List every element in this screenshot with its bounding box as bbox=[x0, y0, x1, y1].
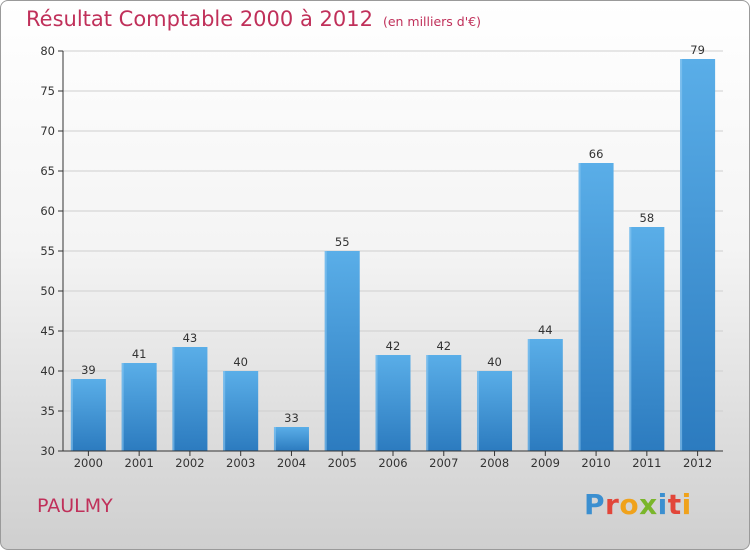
bar-highlight-2000 bbox=[70, 379, 73, 451]
logo-letter: i bbox=[657, 488, 668, 521]
bar-value-label-2004: 33 bbox=[284, 411, 299, 425]
y-tick-label-80: 80 bbox=[40, 44, 55, 58]
bar-2012 bbox=[680, 59, 716, 451]
bar-value-label-2001: 41 bbox=[132, 347, 147, 361]
bar-value-label-2006: 42 bbox=[386, 339, 401, 353]
bar-value-label-2007: 42 bbox=[436, 339, 451, 353]
x-tick-label-2004: 2004 bbox=[277, 456, 306, 470]
bar-2003 bbox=[223, 371, 259, 451]
place-name: PAULMY bbox=[37, 495, 113, 517]
bar-2010 bbox=[578, 163, 614, 451]
y-tick-label-45: 45 bbox=[40, 324, 55, 338]
y-tick-label-70: 70 bbox=[40, 124, 55, 138]
bar-highlight-2011 bbox=[629, 227, 632, 451]
bar-2001 bbox=[121, 363, 157, 451]
bar-highlight-2009 bbox=[527, 339, 530, 451]
x-tick-label-2002: 2002 bbox=[175, 456, 204, 470]
y-tick-label-75: 75 bbox=[40, 84, 55, 98]
bar-highlight-2012 bbox=[680, 59, 683, 451]
chart-title-text: Résultat Comptable 2000 à 2012 bbox=[26, 7, 373, 31]
bar-2007 bbox=[426, 355, 462, 451]
x-tick-label-2001: 2001 bbox=[125, 456, 154, 470]
y-tick-label-30: 30 bbox=[40, 444, 55, 458]
bar-2000 bbox=[70, 379, 106, 451]
bar-2002 bbox=[172, 347, 208, 451]
bar-value-label-2008: 40 bbox=[487, 355, 502, 369]
bar-value-label-2005: 55 bbox=[335, 235, 350, 249]
bar-highlight-2003 bbox=[223, 371, 226, 451]
logo-letter: x bbox=[639, 488, 658, 521]
y-tick-label-40: 40 bbox=[40, 364, 55, 378]
logo-letter: o bbox=[619, 488, 640, 521]
bar-highlight-2010 bbox=[578, 163, 581, 451]
bar-value-label-2003: 40 bbox=[233, 355, 248, 369]
bar-value-label-2010: 66 bbox=[589, 147, 604, 161]
x-tick-label-2009: 2009 bbox=[531, 456, 560, 470]
x-tick-label-2003: 2003 bbox=[226, 456, 255, 470]
logo-letter: r bbox=[605, 488, 620, 521]
x-tick-label-2006: 2006 bbox=[378, 456, 407, 470]
logo-letter: i bbox=[681, 488, 692, 521]
bar-value-label-2011: 58 bbox=[640, 211, 655, 225]
bar-highlight-2005 bbox=[324, 251, 327, 451]
y-tick-label-65: 65 bbox=[40, 164, 55, 178]
proxiti-logo[interactable]: Proxiti bbox=[584, 488, 692, 521]
x-tick-label-2011: 2011 bbox=[632, 456, 661, 470]
y-tick-label-50: 50 bbox=[40, 284, 55, 298]
bar-highlight-2004 bbox=[273, 427, 276, 451]
bar-2004 bbox=[273, 427, 309, 451]
bar-highlight-2008 bbox=[477, 371, 480, 451]
bar-highlight-2007 bbox=[426, 355, 429, 451]
chart-title: Résultat Comptable 2000 à 2012 (en millie… bbox=[26, 7, 481, 31]
bar-value-label-2000: 39 bbox=[81, 363, 96, 377]
logo-letter: t bbox=[667, 488, 682, 521]
y-tick-label-55: 55 bbox=[40, 244, 55, 258]
bar-highlight-2002 bbox=[172, 347, 175, 451]
x-tick-label-2007: 2007 bbox=[429, 456, 458, 470]
chart-subtitle: (en milliers d'€) bbox=[382, 14, 481, 29]
bar-2011 bbox=[629, 227, 665, 451]
y-tick-label-35: 35 bbox=[40, 404, 55, 418]
x-tick-label-2000: 2000 bbox=[74, 456, 103, 470]
bar-highlight-2001 bbox=[121, 363, 124, 451]
bar-2006 bbox=[375, 355, 411, 451]
bar-value-label-2012: 79 bbox=[690, 43, 705, 57]
x-tick-label-2012: 2012 bbox=[683, 456, 712, 470]
x-tick-label-2010: 2010 bbox=[581, 456, 610, 470]
bar-highlight-2006 bbox=[375, 355, 378, 451]
x-tick-label-2005: 2005 bbox=[328, 456, 357, 470]
bar-value-label-2002: 43 bbox=[183, 331, 198, 345]
x-tick-label-2008: 2008 bbox=[480, 456, 509, 470]
logo-letter: P bbox=[584, 488, 606, 521]
bar-2008 bbox=[477, 371, 513, 451]
y-tick-label-60: 60 bbox=[40, 204, 55, 218]
bar-2005 bbox=[324, 251, 360, 451]
bar-value-label-2009: 44 bbox=[538, 323, 553, 337]
bar-2009 bbox=[527, 339, 563, 451]
